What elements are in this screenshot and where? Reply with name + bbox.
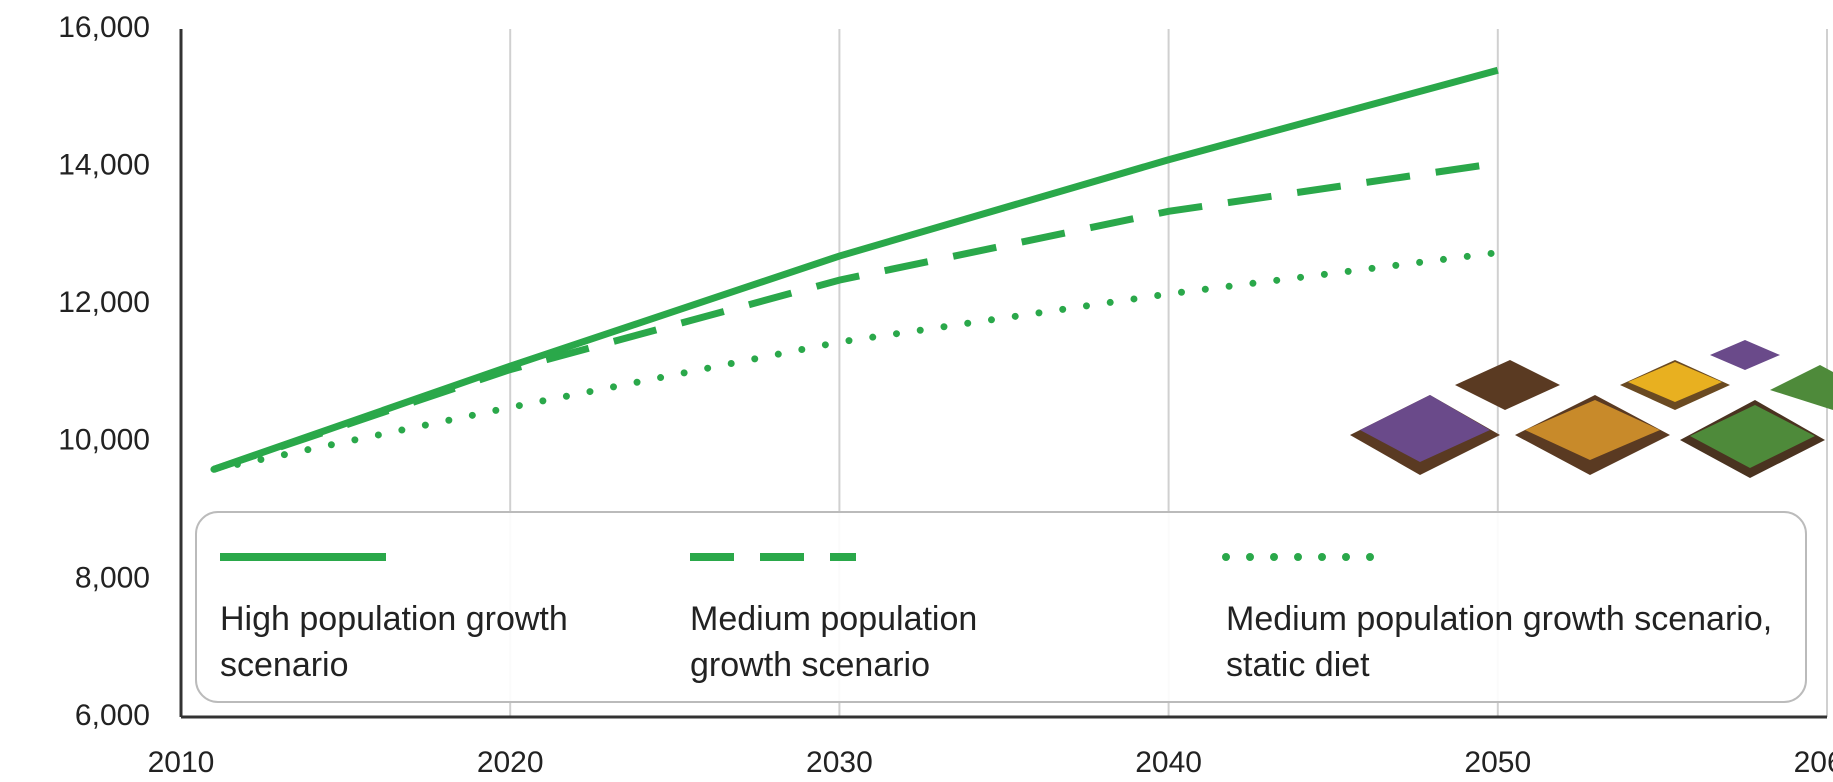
x-tick-label: 2020 bbox=[477, 746, 544, 779]
legend-label: Medium population growth scenario bbox=[690, 600, 978, 684]
y-tick-label: 8,000 bbox=[75, 561, 150, 594]
x-tick-label: 2030 bbox=[806, 746, 873, 779]
legend-label: Medium population growth scenario, stati… bbox=[1226, 600, 1773, 684]
y-tick-label: 6,000 bbox=[75, 699, 150, 732]
legend-label: High population growth scenario bbox=[220, 600, 568, 684]
farm-icons bbox=[1350, 340, 1833, 478]
x-tick-label: 2040 bbox=[1135, 746, 1202, 779]
x-tick-label: 2010 bbox=[148, 746, 215, 779]
x-tick-label: 2060 bbox=[1794, 746, 1833, 779]
series-line bbox=[210, 249, 1502, 473]
series-line bbox=[212, 66, 1499, 473]
y-tick-label: 10,000 bbox=[58, 424, 150, 457]
y-tick-label: 12,000 bbox=[58, 286, 150, 319]
x-tick-label: 2050 bbox=[1464, 746, 1531, 779]
y-tick-label: 14,000 bbox=[58, 149, 150, 182]
legend-box bbox=[195, 511, 1807, 703]
series-line bbox=[212, 159, 1499, 473]
y-tick-label: 16,000 bbox=[58, 11, 150, 44]
